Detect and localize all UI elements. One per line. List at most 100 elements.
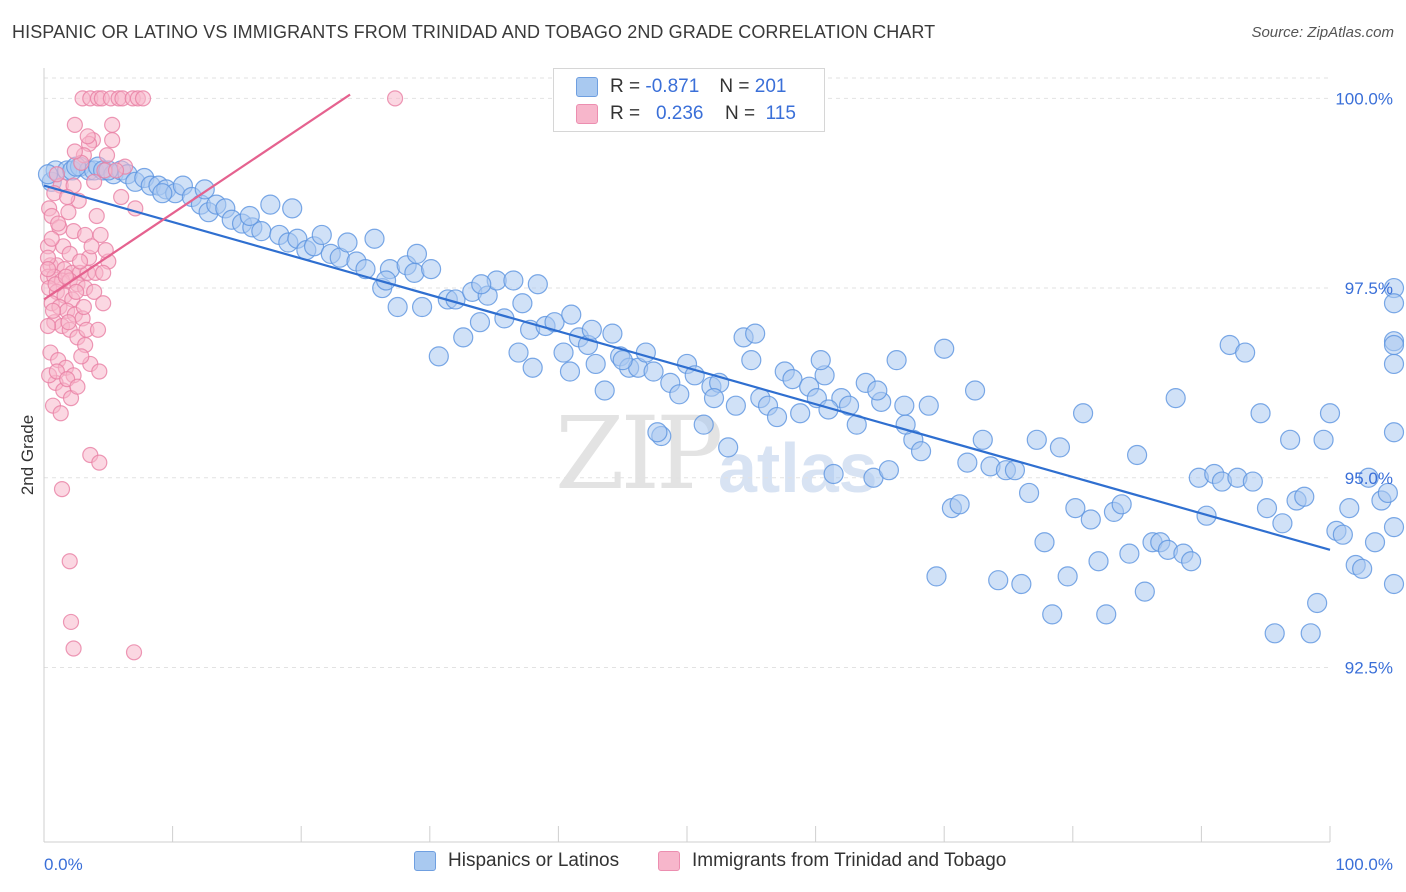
hispanic-point: [527, 274, 548, 295]
hispanic-trend-line: [43, 184, 1331, 551]
series-legend-trinidad[interactable]: Immigrants from Trinidad and Tobago: [658, 850, 1006, 872]
hispanic-point: [1377, 482, 1398, 504]
hispanic-point: [522, 357, 543, 378]
data-points: [37, 90, 1405, 661]
hispanic-point: [1072, 403, 1094, 424]
legend-r-label: R =: [610, 76, 641, 97]
hispanic-point: [1080, 509, 1101, 530]
trinidad-trend-line: [43, 93, 351, 301]
hispanic-point: [1383, 422, 1405, 443]
hispanic-point: [1383, 293, 1405, 314]
hispanic-point: [1042, 604, 1063, 625]
hispanic-point: [239, 205, 260, 227]
hispanic-point: [972, 429, 993, 450]
hispanic-point: [1383, 516, 1405, 538]
hispanic-point: [1165, 387, 1186, 409]
axes: [43, 68, 1331, 843]
hispanic-point: [1119, 543, 1140, 564]
hispanic-point: [1383, 353, 1405, 375]
hispanic-point: [1034, 532, 1055, 553]
hispanic-point: [1332, 524, 1353, 545]
trinidad-point: [91, 363, 108, 380]
trinidad-point: [62, 613, 80, 631]
hispanic-point: [926, 566, 947, 587]
hispanic-point: [1111, 494, 1132, 515]
trinidad-point: [66, 143, 83, 160]
hispanic-point: [1319, 403, 1341, 424]
hispanic-point: [1126, 444, 1148, 466]
y-tick-label: 100.0%: [1335, 89, 1393, 108]
hispanic-point: [420, 258, 442, 280]
trinidad-point: [113, 188, 130, 206]
trinidad-point: [125, 644, 143, 661]
hispanic-point: [1026, 429, 1047, 450]
trinidad-point: [65, 640, 82, 657]
y-tick-label: 95.0%: [1345, 469, 1393, 488]
y-axis-label: 2nd Grade: [18, 415, 37, 495]
series-legend-hispanic[interactable]: Hispanics or Latinos: [414, 850, 619, 872]
hispanic-point: [594, 380, 615, 401]
legend-r-label: R =: [610, 103, 641, 124]
hispanic-point: [1049, 437, 1071, 458]
hispanic-point: [1339, 498, 1360, 519]
trinidad-point: [68, 283, 85, 300]
hispanic-point: [1313, 429, 1334, 450]
hispanic-point: [512, 293, 533, 314]
trinidad-point: [104, 131, 121, 149]
trinidad-point: [39, 260, 57, 278]
hispanic-point: [406, 243, 428, 265]
hispanic-point: [1065, 498, 1086, 519]
trinidad-point: [107, 162, 125, 179]
hispanic-point: [1307, 592, 1328, 614]
legend-swatch-trinidad: [576, 104, 598, 124]
hispanic-point: [387, 296, 408, 318]
x-tick-label-min: 0.0%: [44, 855, 83, 874]
trinidad-point: [98, 147, 116, 164]
trinidad-point: [73, 348, 90, 365]
y-tick-label: 92.5%: [1345, 658, 1393, 677]
hispanic-point: [693, 414, 714, 435]
trinidad-point: [52, 405, 69, 422]
hispanic-point: [355, 258, 376, 280]
hispanic-point: [1383, 573, 1405, 595]
hispanic-point: [643, 361, 664, 382]
trinidad-point: [91, 454, 108, 471]
trinidad-point: [75, 298, 92, 316]
hispanic-point: [703, 387, 725, 409]
hispanic-point: [878, 460, 900, 481]
trinidad-point: [50, 215, 67, 232]
hispanic-point: [1181, 551, 1202, 572]
hispanic-point: [469, 312, 491, 333]
hispanic-point: [428, 346, 449, 367]
hispanic-point: [581, 319, 602, 340]
hispanic-point: [503, 270, 524, 291]
hispanic-point: [364, 228, 385, 249]
hispanic-point: [1088, 551, 1109, 572]
trinidad-point: [95, 264, 112, 281]
hispanic-point: [823, 463, 844, 485]
trinidad-point: [60, 314, 77, 331]
hispanic-point: [838, 395, 860, 416]
hispanic-point: [1383, 334, 1405, 356]
trinidad-point: [43, 230, 60, 247]
hispanic-point: [1096, 604, 1117, 625]
hispanic-point: [949, 494, 970, 515]
hispanic-point: [1294, 486, 1315, 507]
hispanic-point: [918, 395, 939, 416]
legend-r-value: -0.871: [645, 76, 700, 97]
hispanic-point: [964, 380, 986, 401]
hispanic-point: [1011, 573, 1032, 595]
hispanic-point: [725, 395, 746, 416]
trinidad-point: [69, 378, 86, 395]
series-swatch-hispanic: [414, 851, 436, 871]
hispanic-point: [602, 323, 623, 344]
hispanic-point: [1057, 566, 1078, 587]
hispanic-point: [910, 441, 932, 462]
axis-labels: 92.5% 95.0% 97.5% 100.0% 0.0% 100.0% 2nd Grade: [18, 89, 1393, 874]
trinidad-point: [86, 173, 103, 190]
hispanic-point: [1364, 532, 1386, 553]
hispanic-point: [311, 224, 332, 246]
watermark-atlas: atlas: [718, 429, 878, 507]
hispanic-point: [282, 198, 303, 219]
hispanic-point: [741, 350, 762, 371]
